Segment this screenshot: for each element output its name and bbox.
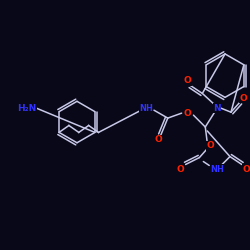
Text: O: O <box>154 135 162 144</box>
Text: O: O <box>243 165 250 174</box>
Text: O: O <box>206 141 214 150</box>
Text: O: O <box>240 94 248 103</box>
Text: O: O <box>184 76 192 85</box>
Text: NH: NH <box>139 104 153 113</box>
Text: H₂N: H₂N <box>17 104 36 113</box>
Text: O: O <box>184 109 192 118</box>
Text: N: N <box>213 104 221 113</box>
Text: O: O <box>177 165 184 174</box>
Text: NH: NH <box>210 165 224 174</box>
